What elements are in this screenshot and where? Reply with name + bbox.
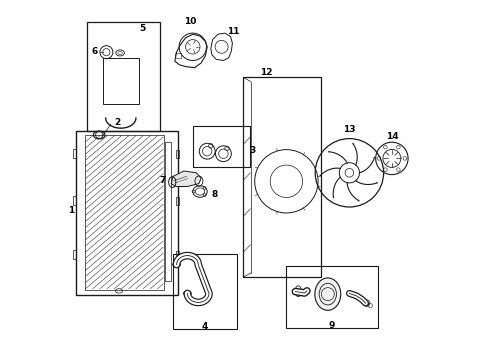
Text: 12: 12 <box>260 68 273 77</box>
Text: 10: 10 <box>184 17 196 26</box>
Text: 4: 4 <box>201 323 208 331</box>
Text: 1: 1 <box>68 206 74 215</box>
Bar <box>76 131 178 295</box>
Bar <box>173 254 237 329</box>
Ellipse shape <box>315 278 341 310</box>
Text: 13: 13 <box>343 125 356 134</box>
Bar <box>286 266 378 328</box>
Polygon shape <box>171 171 201 186</box>
Bar <box>175 150 179 158</box>
Text: 6: 6 <box>92 47 98 56</box>
Text: 3: 3 <box>250 146 256 155</box>
Text: 9: 9 <box>328 321 335 330</box>
Text: 11: 11 <box>227 27 240 36</box>
Text: 8: 8 <box>211 190 218 199</box>
Text: 2: 2 <box>114 118 121 127</box>
Bar <box>175 251 179 259</box>
Bar <box>243 77 320 277</box>
Bar <box>175 197 179 205</box>
Bar <box>165 142 171 281</box>
Bar <box>193 126 250 167</box>
Bar <box>175 53 181 58</box>
Bar <box>73 149 76 158</box>
Bar <box>103 58 139 104</box>
Text: 7: 7 <box>160 176 166 185</box>
Text: 5: 5 <box>139 24 146 33</box>
Bar <box>85 135 164 290</box>
Bar <box>73 250 76 259</box>
Bar <box>87 22 160 131</box>
Text: 14: 14 <box>386 132 398 141</box>
Bar <box>73 196 76 205</box>
